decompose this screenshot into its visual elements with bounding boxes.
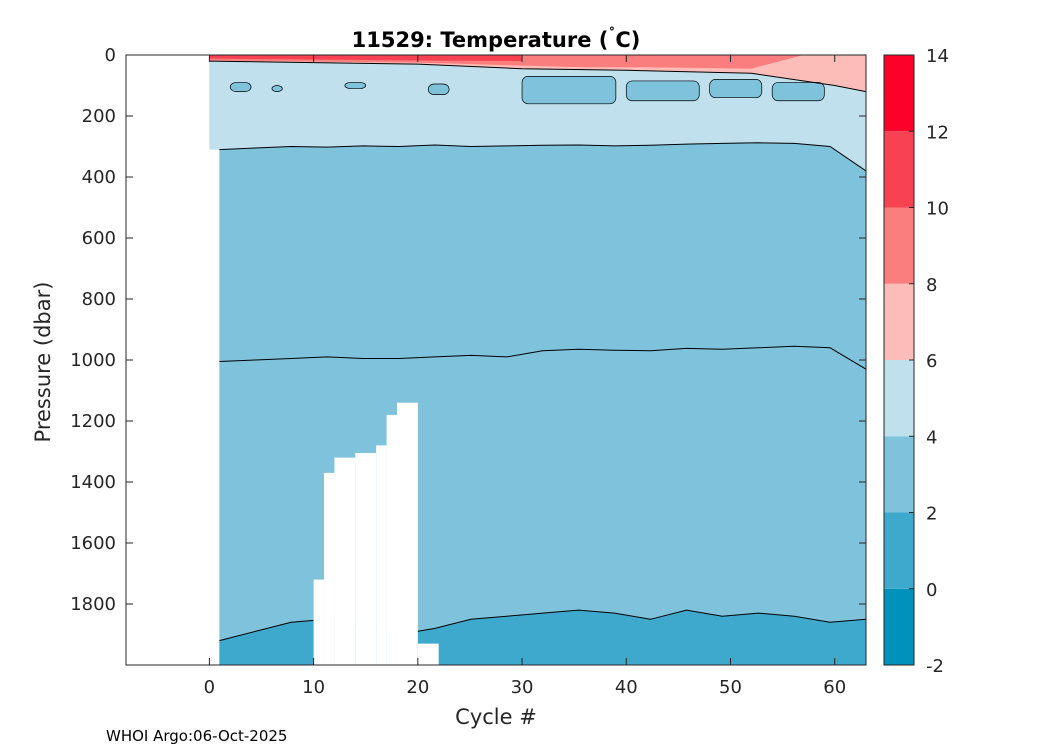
contour-2	[219, 345, 867, 370]
data-gap	[324, 472, 335, 665]
data-gap	[313, 579, 325, 665]
data-gap	[376, 445, 387, 665]
y-tick-label: 1600	[70, 533, 116, 554]
plot-area: 0 10 20 30 40 50 60020040060080010001200140016…	[70, 45, 867, 698]
colorbar-segment	[884, 131, 914, 208]
cold-patch	[271, 85, 283, 92]
contour-4	[219, 142, 867, 172]
colorbar-segment	[884, 512, 914, 589]
colorbar-segment	[884, 283, 914, 360]
y-tick-label: 0	[105, 45, 116, 66]
x-tick-label: 0	[204, 677, 215, 698]
x-tick-label: 30	[511, 677, 534, 698]
colorbar-tick-label: 10	[926, 199, 949, 220]
y-tick-label: 600	[82, 228, 116, 249]
cold-patch	[521, 75, 617, 105]
y-tick-label: 1000	[70, 350, 116, 371]
y-axis-label: Pressure (dbar)	[31, 282, 55, 443]
y-tick-label: 1400	[70, 472, 116, 493]
band-4-6	[209, 55, 867, 171]
colorbar-segment	[884, 436, 914, 513]
cold-patch	[229, 82, 252, 92]
data-gap	[417, 643, 439, 665]
colorbar-segment	[884, 360, 914, 437]
y-tick-label: 400	[82, 167, 116, 188]
cold-patch	[709, 79, 763, 99]
y-tick-label: 1800	[70, 594, 116, 615]
data-gap	[386, 414, 397, 665]
colorbar-tick-label: 0	[926, 580, 937, 601]
footer-credit: WHOI Argo:06-Oct-2025	[106, 727, 287, 745]
colorbar-tick-label: 12	[926, 122, 949, 143]
x-tick-label: 50	[719, 677, 742, 698]
x-tick-label: 40	[615, 677, 638, 698]
colorbar-tick-label: 14	[926, 46, 949, 67]
colorbar-tick-label: 2	[926, 504, 937, 525]
colorbar-segment	[884, 207, 914, 284]
band-10-12	[209, 55, 523, 62]
cold-patch	[771, 82, 825, 102]
y-tick-label: 200	[82, 106, 116, 127]
y-tick-label: 1200	[70, 411, 116, 432]
colorbar-tick-label: 4	[926, 427, 937, 448]
x-tick-label: 60	[823, 677, 846, 698]
x-axis-label: Cycle #	[455, 705, 537, 729]
cold-patch	[344, 82, 367, 89]
colorbar-tick-label: -2	[926, 656, 944, 677]
colorbar-segment	[884, 55, 914, 132]
y-tick-label: 800	[82, 289, 116, 310]
contour-6	[209, 60, 867, 93]
colorbar: -2 0 2 4 6 8 10 12 14	[883, 46, 949, 677]
x-tick-label: 10	[302, 677, 325, 698]
colorbar-tick-label: 6	[926, 351, 937, 372]
chart-title: 11529: Temperature (˚C)	[352, 26, 641, 52]
cold-patch	[427, 83, 450, 95]
colorbar-tick-label: 8	[926, 275, 937, 296]
data-gap	[396, 402, 418, 665]
cold-patch	[625, 80, 700, 102]
band-4-6-start	[209, 55, 220, 150]
x-tick-label: 20	[406, 677, 429, 698]
data-gap	[334, 457, 356, 665]
data-gap	[355, 453, 377, 665]
colorbar-segment	[884, 588, 914, 665]
